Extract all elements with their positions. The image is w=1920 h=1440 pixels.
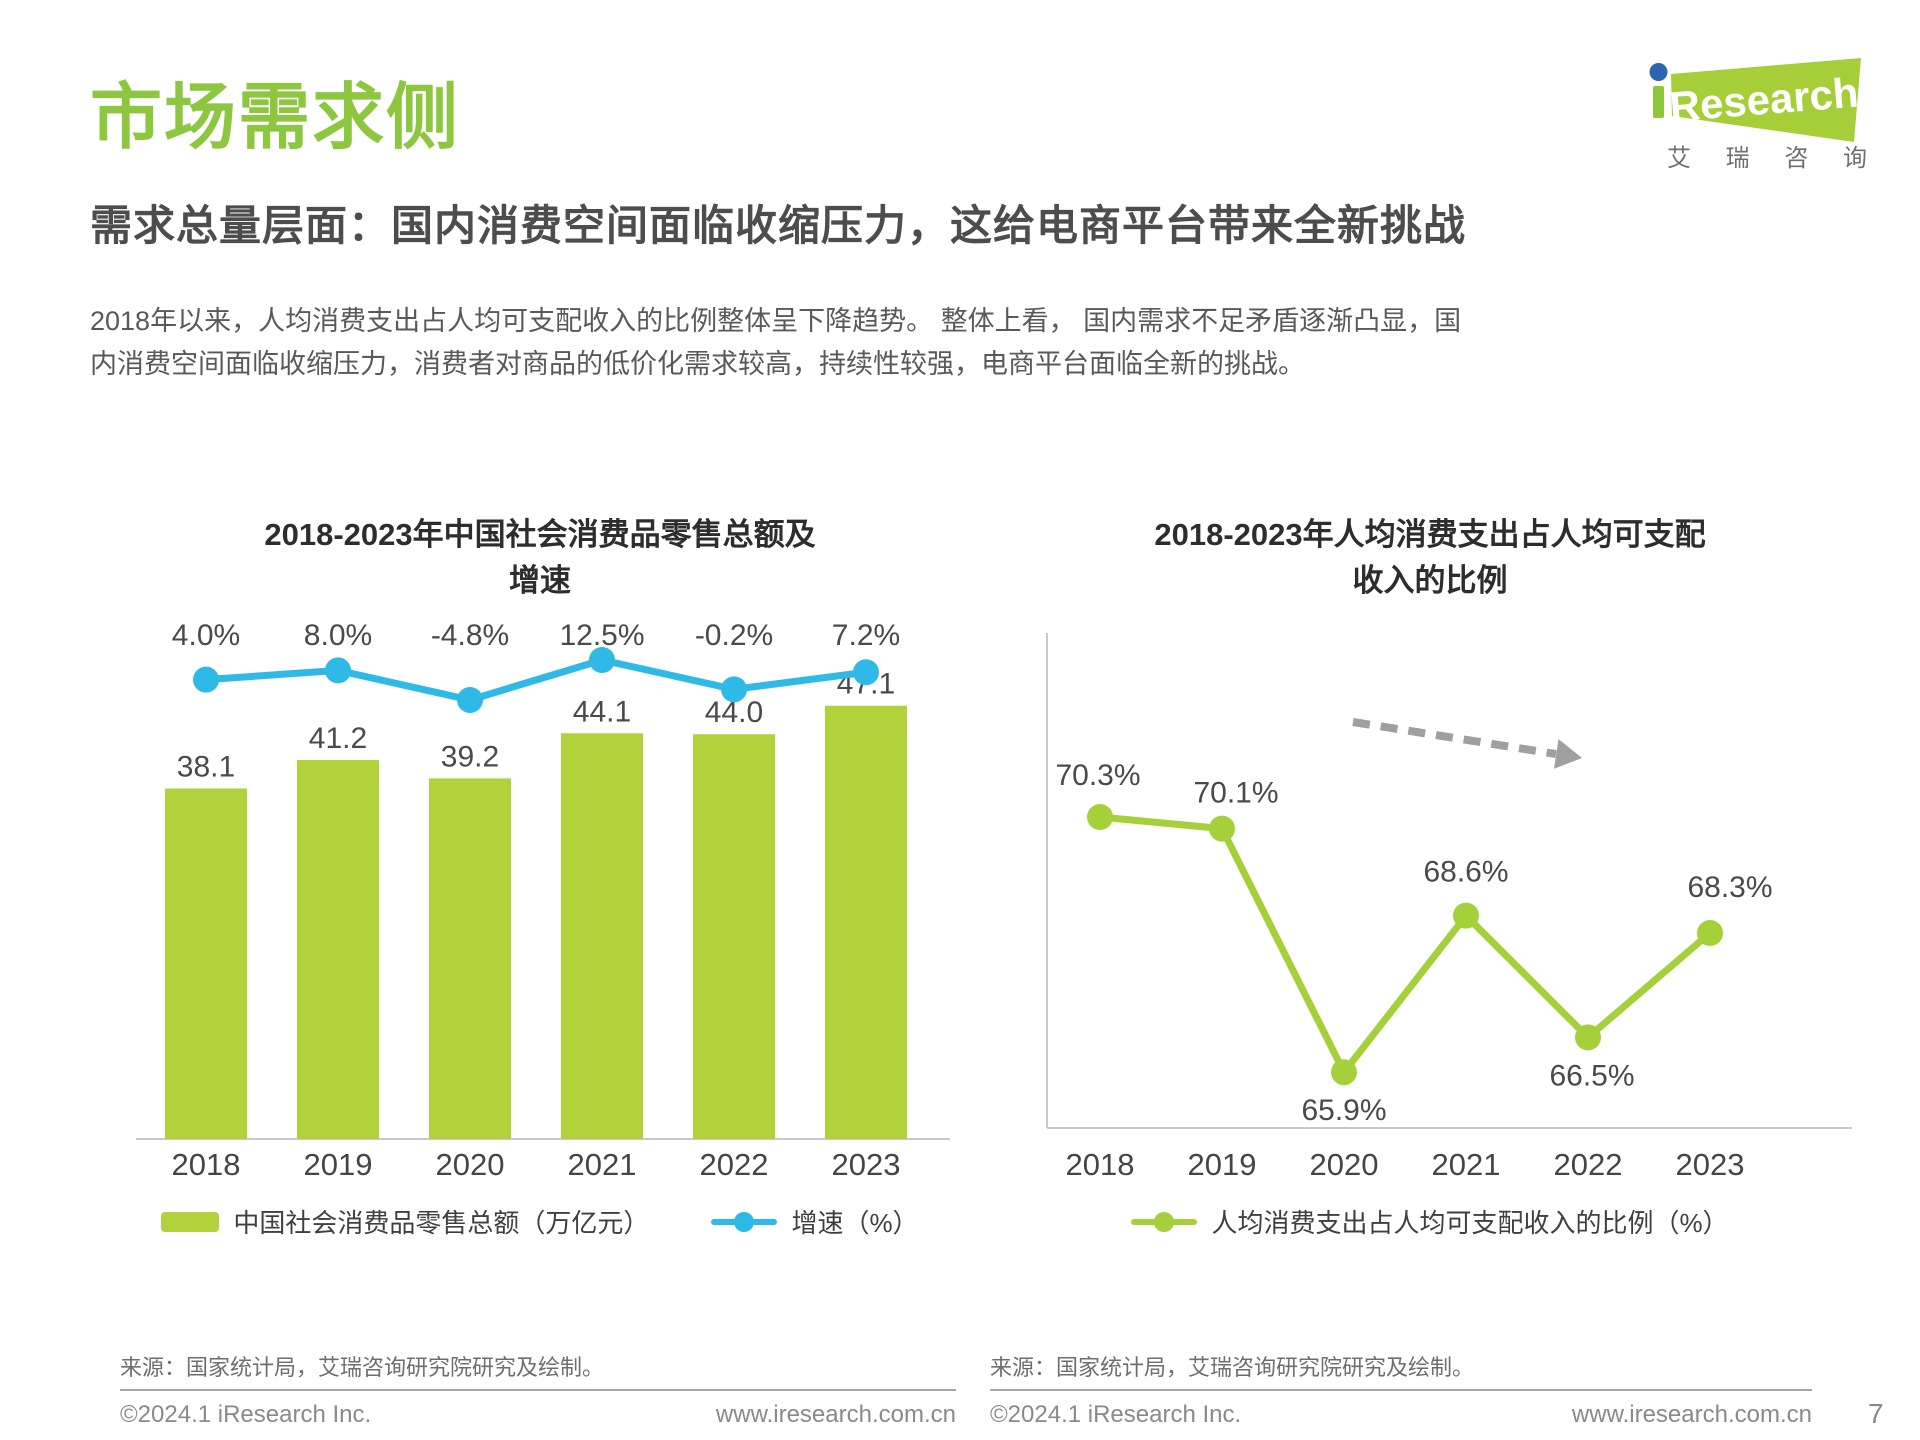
x-axis-label: 2019: [304, 1147, 373, 1182]
copyright-text: ©2024.1 iResearch Inc.: [120, 1401, 372, 1428]
bar-value-label: 44.1: [573, 695, 631, 728]
growth-value-label: 7.2%: [832, 619, 900, 652]
left-footer-row: ©2024.1 iResearch Inc. www.iresearch.com…: [120, 1401, 956, 1429]
page-subtitle: 需求总量层面：国内消费空间面临收缩压力，这给电商平台带来全新挑战: [90, 202, 1467, 249]
x-axis-label: 2023: [1676, 1147, 1745, 1182]
left-chart-title-line1: 2018-2023年中国社会消费品零售总额及: [264, 517, 816, 552]
ratio-line: [1099, 813, 1713, 1079]
intro-paragraph: 2018年以来，人均消费支出占人均可支配收入的比例整体呈下降趋势。 整体上看， …: [90, 306, 1462, 379]
growth-line-legend-label: 增速（%）: [791, 1208, 919, 1238]
x-axis-label: 2020: [1310, 1147, 1379, 1182]
website-url: www.iresearch.com.cn: [1571, 1401, 1812, 1428]
left-chart-legend: 中国社会消费品零售总额（万亿元） 增速（%）: [120, 1203, 960, 1240]
logo-banner: [1671, 58, 1861, 142]
website-url: www.iresearch.com.cn: [715, 1401, 956, 1428]
line-point: [853, 659, 879, 686]
right-footer-divider: [990, 1389, 1812, 1391]
growth-value-label: 4.0%: [172, 619, 240, 652]
right-footer-row: ©2024.1 iResearch Inc. www.iresearch.com…: [990, 1401, 1812, 1429]
line-point: [1331, 1059, 1357, 1086]
line-point: [1575, 1024, 1601, 1051]
bar-legend-label: 中国社会消费品零售总额（万亿元）: [233, 1208, 650, 1238]
right-chart-title: 2018-2023年人均消费支出占人均可支配 收入的比例: [990, 512, 1870, 604]
bar: [429, 778, 511, 1139]
line-point: [1453, 902, 1479, 929]
left-source-note: 来源：国家统计局，艾瑞咨询研究院研究及绘制。: [120, 1355, 605, 1380]
left-chart-title: 2018-2023年中国社会消费品零售总额及 增速: [120, 512, 960, 604]
growth-value-label: 12.5%: [559, 619, 644, 652]
growth-rate-line: [205, 656, 867, 704]
line-point: [193, 666, 219, 693]
growth-value-label: -0.2%: [695, 619, 773, 652]
growth-value-label: -4.8%: [431, 619, 509, 652]
logo-i-dot: [1649, 63, 1668, 81]
line-point: [721, 676, 747, 703]
bar-value-label: 38.1: [177, 750, 235, 783]
bar-value-label: 39.2: [441, 740, 499, 773]
line-point: [1697, 920, 1723, 946]
x-axis-label: 2019: [1188, 1147, 1257, 1182]
iresearch-logo: Research 艾 瑞 咨 询: [1649, 58, 1881, 172]
ratio-line-legend-label: 人均消费支出占人均可支配收入的比例（%）: [1211, 1208, 1729, 1238]
bar: [693, 734, 775, 1139]
bar-value-label: 41.2: [309, 722, 367, 755]
line-point: [325, 657, 351, 684]
ratio-value-label: 65.9%: [1301, 1094, 1386, 1127]
x-axis-label: 2023: [832, 1147, 901, 1182]
line-point: [457, 686, 483, 713]
ratio-line-legend-marker: [1131, 1211, 1198, 1232]
page-number: 7: [1868, 1398, 1884, 1429]
legend-dot-icon: [734, 1211, 755, 1232]
ratio-value-label: 68.3%: [1687, 871, 1772, 904]
ratio-value-label: 68.6%: [1423, 856, 1508, 889]
right-chart-title-line1: 2018-2023年人均消费支出占人均可支配: [1154, 517, 1706, 552]
bar: [297, 759, 379, 1139]
ratio-value-label: 66.5%: [1549, 1059, 1634, 1092]
trend-arrow-head: [1554, 739, 1582, 769]
logo-chinese-text: 艾 瑞 咨 询: [1667, 145, 1881, 172]
x-axis-label: 2022: [700, 1147, 769, 1182]
logo-i-stem: [1653, 86, 1664, 118]
ratio-value-label: 70.1%: [1193, 777, 1278, 810]
right-chart-title-line2: 收入的比例: [1352, 563, 1508, 598]
line-point: [1087, 804, 1113, 830]
right-source-note: 来源：国家统计局，艾瑞咨询研究院研究及绘制。: [990, 1355, 1475, 1380]
line-point: [589, 647, 615, 673]
trend-arrow-line: [1352, 718, 1557, 758]
page-title: 市场需求侧: [90, 78, 461, 158]
x-axis-label: 2018: [172, 1147, 241, 1182]
bar: [561, 733, 643, 1139]
right-chart-legend: 人均消费支出占人均可支配收入的比例（%）: [990, 1203, 1870, 1240]
x-axis-label: 2022: [1554, 1147, 1623, 1182]
x-axis-label: 2021: [1432, 1147, 1501, 1182]
growth-line-legend-marker: [711, 1211, 778, 1232]
left-chart-title-line2: 增速: [509, 563, 571, 598]
x-axis-label: 2020: [436, 1147, 505, 1182]
x-axis-label: 2018: [1066, 1147, 1135, 1182]
bar: [825, 705, 907, 1139]
x-axis-label: 2021: [568, 1147, 637, 1182]
consumption-ratio-line-chart: 70.3% 70.1% 65.9% 68.6% 66.5% 68.3% 2018 2019 20…: [1046, 633, 1852, 1182]
copyright-text: ©2024.1 iResearch Inc.: [990, 1401, 1242, 1428]
left-footer-divider: [120, 1389, 956, 1391]
bar-legend-swatch: [161, 1211, 220, 1232]
line-point: [1209, 815, 1235, 842]
legend-dot-icon: [1154, 1211, 1175, 1232]
growth-value-label: 8.0%: [304, 619, 372, 652]
ratio-value-label: 70.3%: [1055, 759, 1140, 792]
retail-total-bar-chart: 38.141.239.244.144.047.14.0%8.0%-4.8%12.…: [136, 619, 950, 1182]
bar: [165, 788, 247, 1139]
